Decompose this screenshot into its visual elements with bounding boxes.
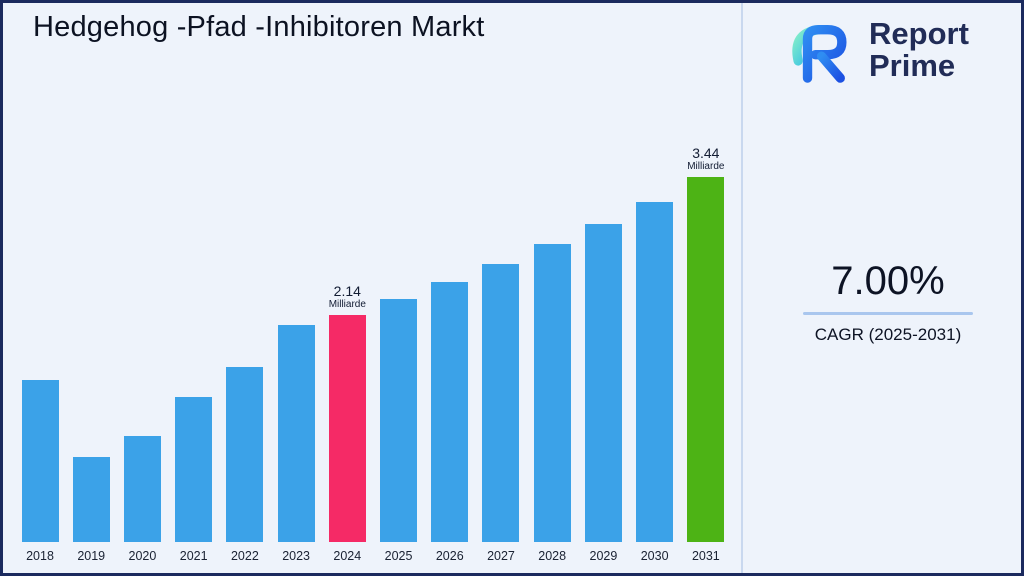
bar-column-2026: 2026 xyxy=(427,282,473,563)
brand-name-line1: Report xyxy=(869,16,969,52)
bar-column-2019: 2019 xyxy=(68,457,114,563)
x-tick-2028: 2028 xyxy=(538,549,567,563)
bar-2031 xyxy=(687,177,725,542)
page-title: Hedgehog -Pfad -Inhibitoren Markt xyxy=(33,11,485,43)
cagr-block: 7.00% CAGR (2025-2031) xyxy=(799,259,977,345)
bar-column-2020: 2020 xyxy=(119,436,165,563)
bar-2028 xyxy=(533,244,571,542)
x-tick-2026: 2026 xyxy=(435,549,464,563)
cagr-label: CAGR (2025-2031) xyxy=(814,325,962,344)
x-tick-2019: 2019 xyxy=(77,549,106,563)
bar-2024 xyxy=(328,315,366,542)
bars-row: 2018 2019 2020 2021 2022 2023 2.14 Milliarde 202… xyxy=(17,145,729,563)
x-tick-2021: 2021 xyxy=(179,549,208,563)
x-tick-2030: 2030 xyxy=(640,549,669,563)
x-tick-2025: 2025 xyxy=(384,549,413,563)
bar-annotation-value-2031: 3.44 xyxy=(692,145,720,161)
bar-column-2018: 2018 xyxy=(17,380,63,563)
bar-2026 xyxy=(431,282,469,542)
bar-2022 xyxy=(226,367,264,542)
brand-name: Report Prime xyxy=(869,18,969,81)
bar-column-2024: 2.14 Milliarde 2024 xyxy=(324,283,370,563)
bar-annotation-value-2024: 2.14 xyxy=(333,283,361,299)
bar-2020 xyxy=(123,436,161,542)
bar-column-2028: 2028 xyxy=(529,244,575,563)
x-tick-2020: 2020 xyxy=(128,549,157,563)
x-tick-2027: 2027 xyxy=(487,549,515,563)
x-tick-2018: 2018 xyxy=(26,549,54,563)
x-tick-2031: 2031 xyxy=(691,549,720,563)
brand-logo: Report Prime xyxy=(781,11,969,89)
brand-name-line2: Prime xyxy=(869,48,956,83)
bar-annotation-2031: 3.44 Milliarde xyxy=(687,145,724,172)
bar-column-2029: 2029 xyxy=(580,224,626,563)
x-tick-2023: 2023 xyxy=(282,549,310,563)
bar-2023 xyxy=(277,325,315,542)
bar-column-2021: 2021 xyxy=(171,397,217,563)
bar-2029 xyxy=(584,224,622,542)
report-prime-logo-icon xyxy=(792,25,847,83)
bar-column-2030: 2030 xyxy=(632,202,678,563)
cagr-value: 7.00% xyxy=(831,259,945,303)
bar-2027 xyxy=(482,264,520,542)
vertical-divider xyxy=(741,3,743,573)
bar-column-2025: 2025 xyxy=(376,299,422,563)
bar-2021 xyxy=(175,397,213,542)
x-tick-2029: 2029 xyxy=(589,549,618,563)
x-tick-2024: 2024 xyxy=(333,549,362,563)
bar-column-2023: 2023 xyxy=(273,325,319,563)
bar-column-2031: 3.44 Milliarde 2031 xyxy=(683,145,729,563)
bar-column-2022: 2022 xyxy=(222,367,268,563)
cagr-underline xyxy=(803,312,973,315)
x-tick-2022: 2022 xyxy=(230,549,259,563)
bar-chart: 2018 2019 2020 2021 2022 2023 2.14 Milliarde 202… xyxy=(17,145,729,563)
bar-2018 xyxy=(21,380,59,542)
bar-column-2027: 2027 xyxy=(478,264,524,563)
bar-annotation-2024: 2.14 Milliarde xyxy=(329,283,366,310)
bar-annotation-unit-2031: Milliarde xyxy=(687,161,725,172)
bar-2030 xyxy=(636,202,674,542)
bar-2025 xyxy=(380,299,418,542)
bar-2019 xyxy=(72,457,110,542)
bar-annotation-unit-2024: Milliarde xyxy=(328,299,366,310)
